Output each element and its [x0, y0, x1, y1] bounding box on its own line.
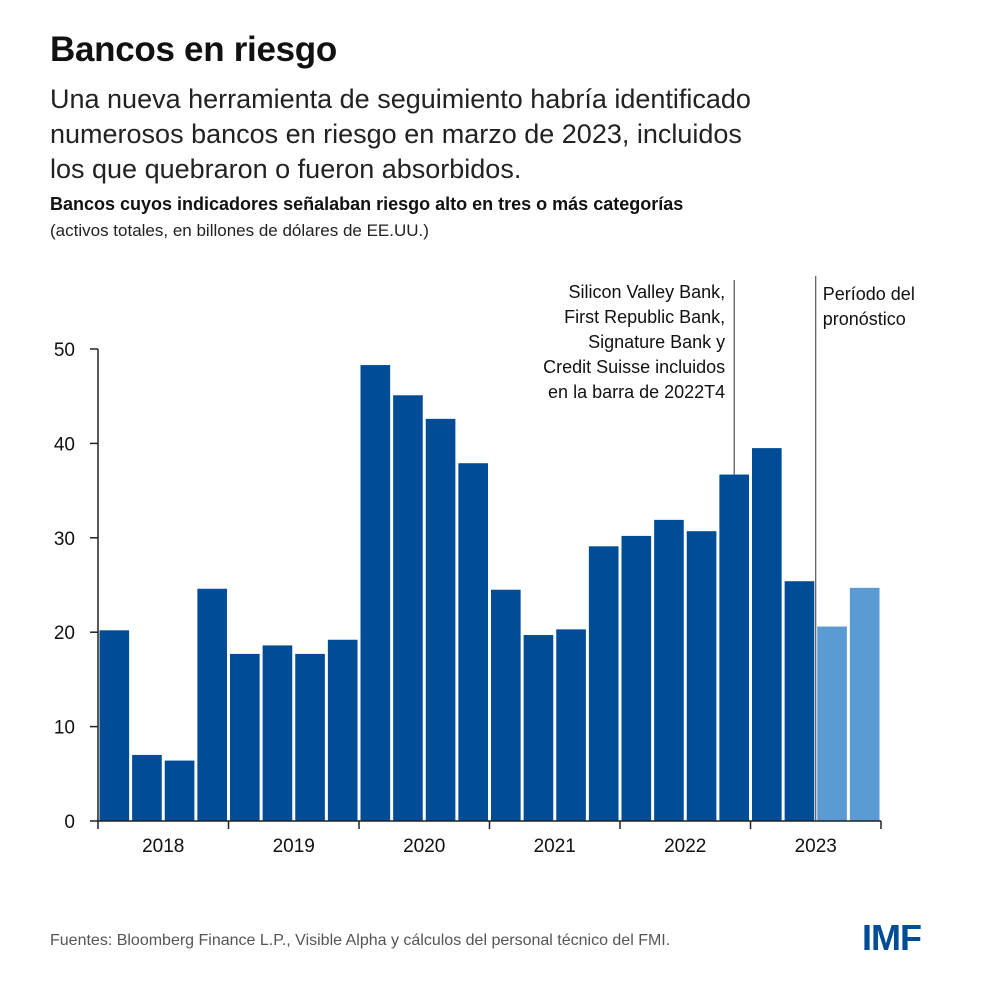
bar	[230, 653, 260, 821]
x-year-label: 2022	[664, 836, 706, 857]
bar	[360, 365, 391, 821]
annotation-text: Período del	[823, 284, 915, 304]
x-year-label: 2020	[403, 836, 445, 857]
bar	[491, 589, 521, 821]
imf-logo-text: IMF	[862, 917, 921, 958]
bar	[752, 448, 782, 821]
bar	[164, 760, 195, 821]
bar	[458, 463, 489, 821]
x-year-label: 2019	[273, 836, 315, 857]
annotation-text: Signature Bank y	[588, 332, 725, 352]
bar	[523, 635, 554, 821]
page-subtitle: Una nueva herramienta de seguimiento hab…	[50, 82, 930, 187]
x-year-label: 2021	[534, 836, 576, 857]
bar	[197, 588, 228, 821]
bar	[99, 630, 130, 821]
bar	[654, 519, 684, 821]
y-tick-label: 40	[54, 434, 75, 455]
bar	[327, 639, 358, 821]
y-tick-label: 0	[64, 812, 75, 833]
bar	[295, 653, 325, 821]
bar	[393, 395, 423, 821]
annotation-text: Silicon Valley Bank,	[568, 282, 725, 302]
bar	[132, 754, 162, 821]
forecast-bar	[817, 626, 847, 821]
chart-subtitle: (activos totales, en billones de dólares…	[50, 221, 429, 240]
bar	[556, 629, 586, 821]
subtitle-line: Una nueva herramienta de seguimiento hab…	[50, 84, 751, 114]
imf-logo: IMF	[862, 917, 922, 958]
forecast-bar	[849, 587, 880, 821]
y-tick-label: 20	[54, 623, 75, 644]
bar	[621, 535, 652, 821]
bar	[588, 546, 619, 821]
y-tick-label: 10	[54, 718, 75, 739]
annotation-text: pronóstico	[823, 309, 906, 329]
y-tick-label: 30	[54, 529, 75, 550]
bar	[784, 581, 815, 821]
annotation-text: Credit Suisse incluidos	[543, 357, 725, 377]
bar	[425, 418, 456, 821]
subtitle-line: los que quebraron o fueron absorbidos.	[50, 154, 522, 184]
chart-title: Bancos cuyos indicadores señalaban riesg…	[50, 194, 684, 214]
page-title: Bancos en riesgo	[50, 30, 337, 69]
source-note: Fuentes: Bloomberg Finance L.P., Visible…	[50, 932, 671, 949]
bar	[262, 645, 293, 821]
annotation-text: First Republic Bank,	[564, 307, 725, 327]
x-year-label: 2023	[795, 836, 837, 857]
annotation-text: en la barra de 2022T4	[548, 382, 725, 402]
subtitle-line: numerosos bancos en riesgo en marzo de 2…	[50, 119, 742, 149]
bar	[719, 474, 750, 821]
y-tick-label: 50	[54, 340, 75, 361]
x-year-label: 2018	[142, 836, 184, 857]
bar	[686, 531, 717, 821]
